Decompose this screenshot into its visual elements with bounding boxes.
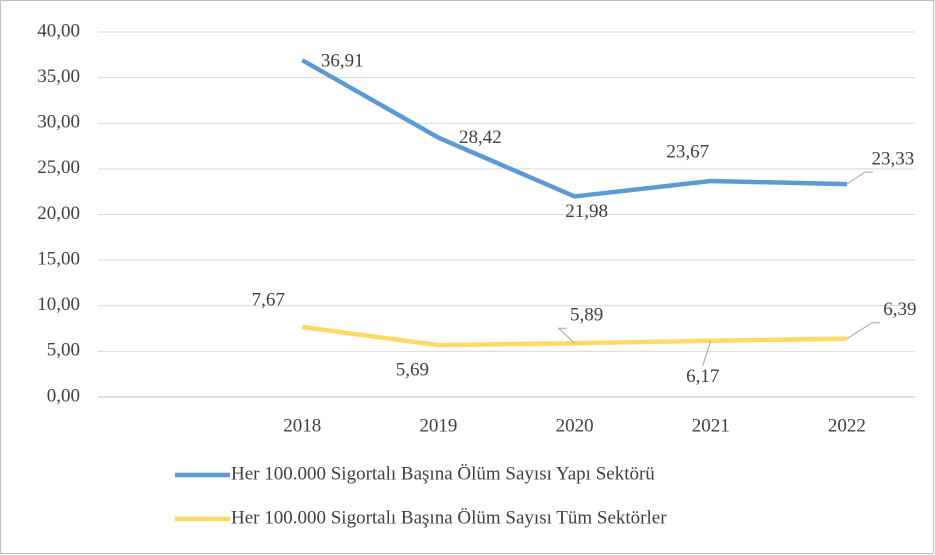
y-tick-label: 20,00 <box>37 203 80 224</box>
y-tick-label: 15,00 <box>37 248 80 269</box>
data-label: 6,39 <box>883 299 916 320</box>
x-tick-label: 2022 <box>828 415 866 436</box>
y-tick-label: 25,00 <box>37 157 80 178</box>
leader-line <box>702 340 712 366</box>
series-line <box>301 58 847 199</box>
x-tick-label: 2018 <box>283 415 321 436</box>
y-tick-label: 10,00 <box>37 294 80 315</box>
y-tick-label: 5,00 <box>47 340 80 361</box>
data-label: 23,67 <box>666 141 709 162</box>
legend-label: Her 100.000 Sigortalı Başına Ölüm Sayısı… <box>231 507 667 528</box>
data-label: 7,67 <box>252 289 285 310</box>
y-tick-label: 30,00 <box>37 112 80 133</box>
y-tick-label: 0,00 <box>47 385 80 406</box>
data-label: 36,91 <box>321 51 364 72</box>
leader-line <box>846 171 873 185</box>
y-tick-label: 40,00 <box>37 20 80 41</box>
data-label: 5,69 <box>396 359 429 380</box>
y-tick-label: 35,00 <box>37 66 80 87</box>
data-label: 5,89 <box>570 305 603 326</box>
data-label: 21,98 <box>565 201 608 222</box>
leader-line <box>846 322 880 340</box>
data-label: 28,42 <box>459 127 502 148</box>
x-tick-label: 2019 <box>419 415 457 436</box>
leader-line <box>557 327 575 344</box>
data-label: 6,17 <box>686 366 719 387</box>
data-label: 23,33 <box>872 148 915 169</box>
x-tick-label: 2020 <box>556 415 594 436</box>
legend-label: Her 100.000 Sigortalı Başına Ölüm Sayısı… <box>231 463 655 484</box>
x-tick-label: 2021 <box>692 415 730 436</box>
